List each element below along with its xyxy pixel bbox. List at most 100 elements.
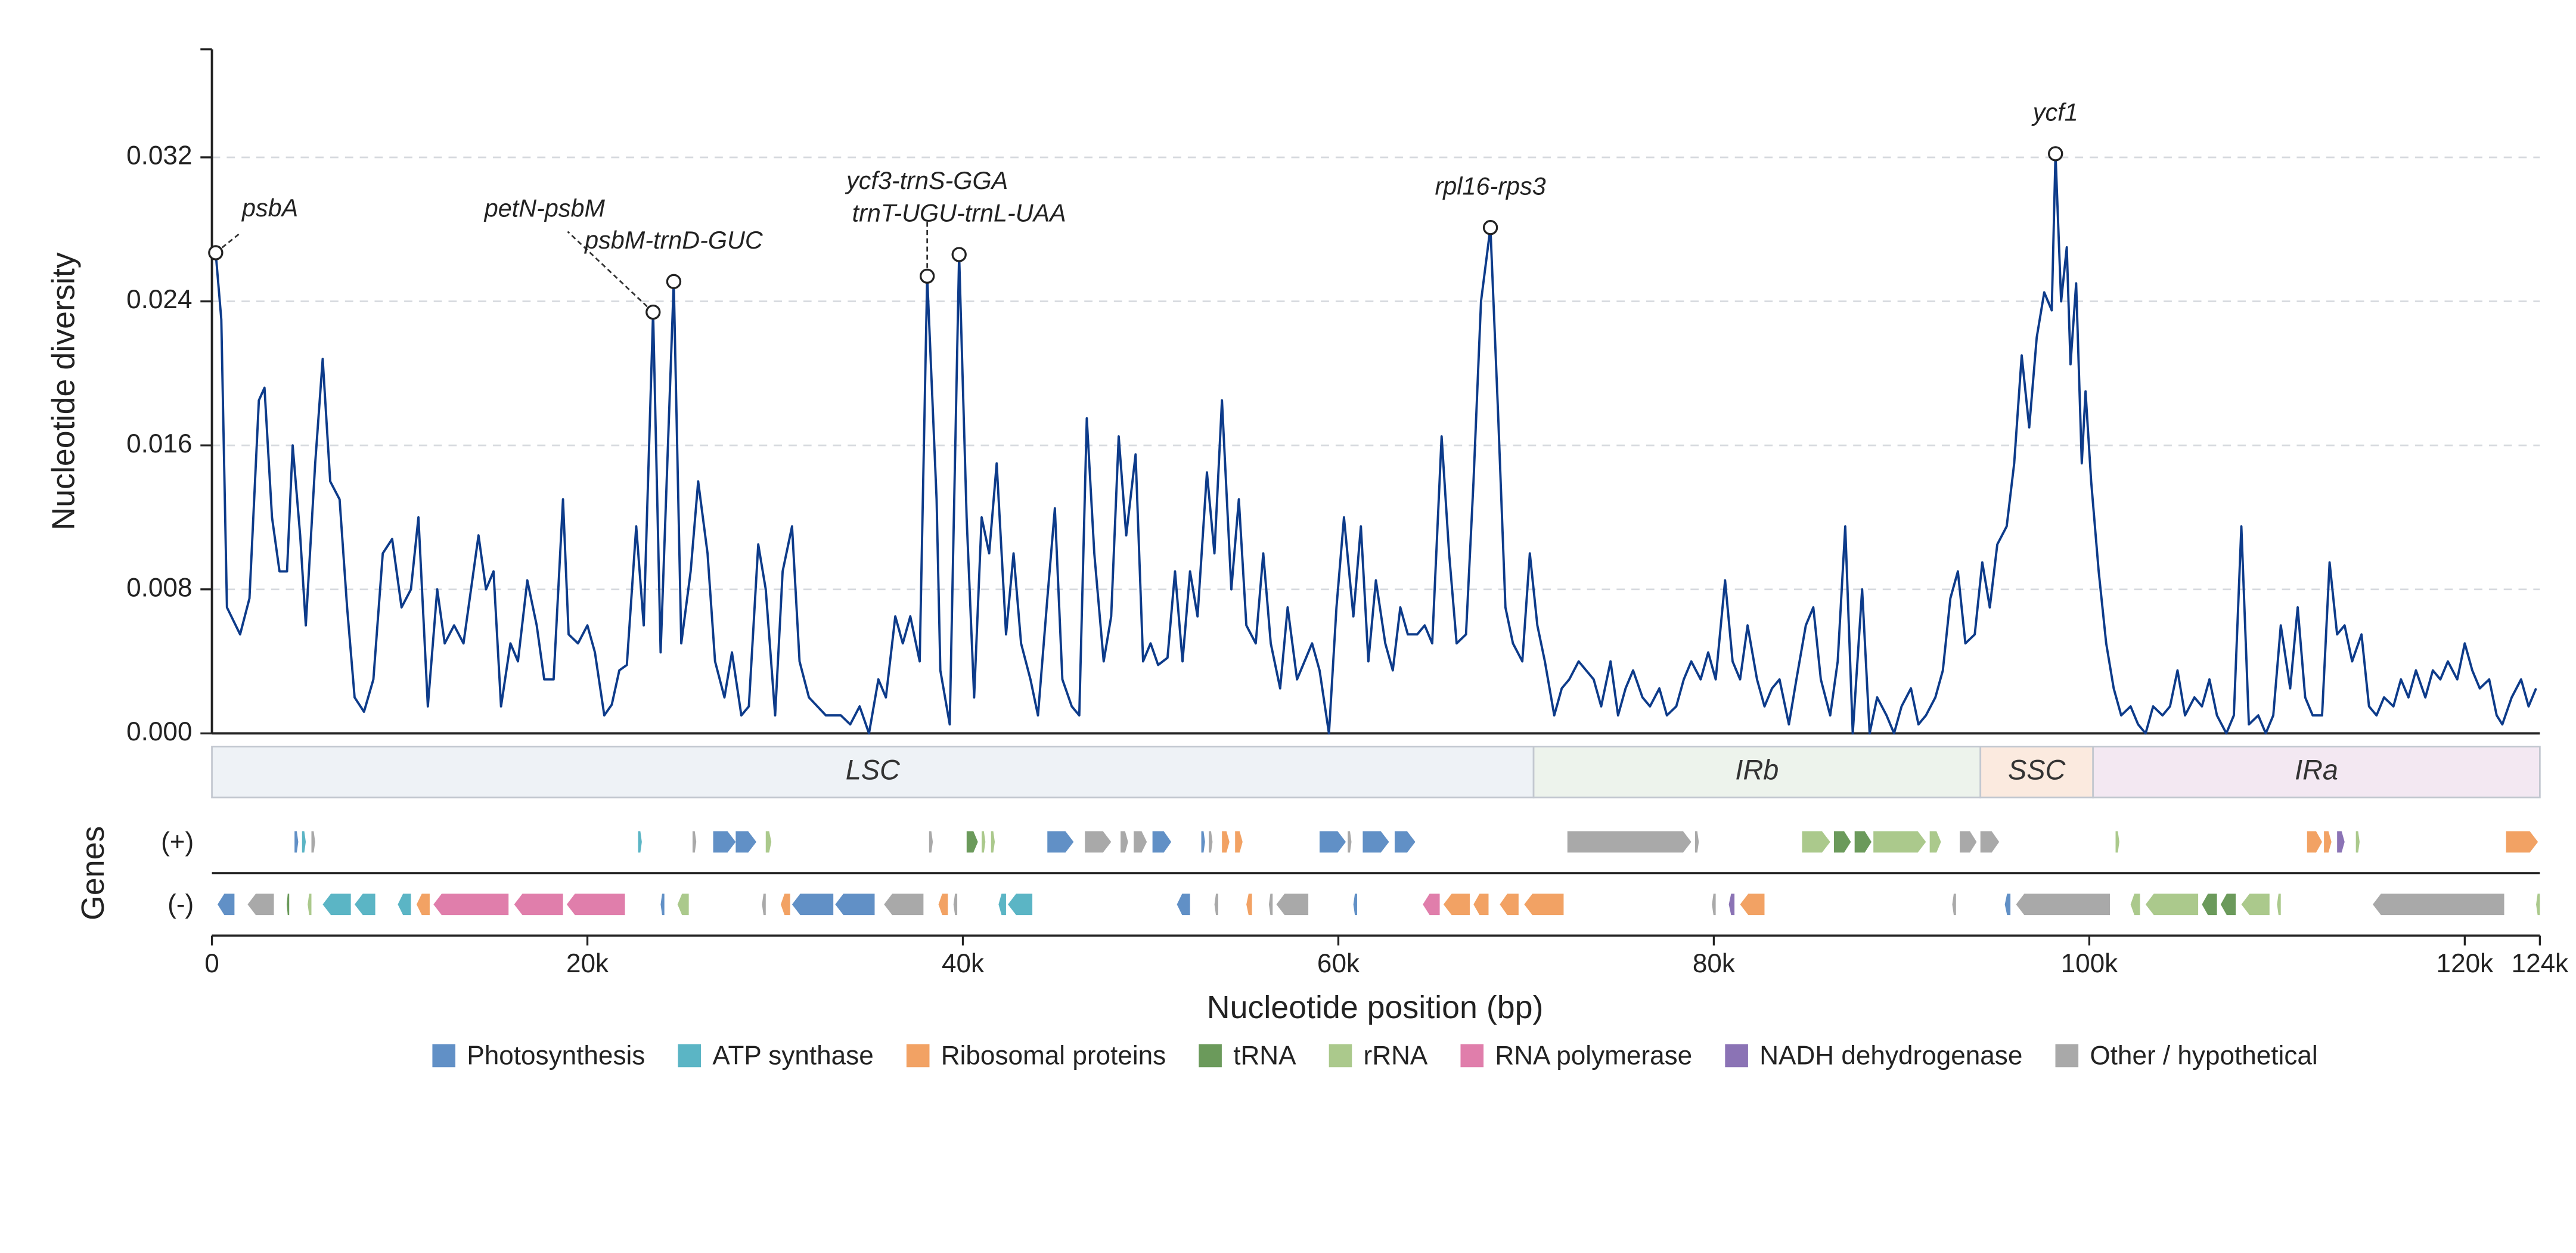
x-tick-label: 80k <box>1693 949 1736 978</box>
gene <box>287 894 290 916</box>
annotation-point <box>645 304 661 320</box>
gene <box>514 894 563 916</box>
gene <box>1222 831 1230 853</box>
region <box>211 745 1535 799</box>
gene <box>1929 831 1941 853</box>
gene <box>792 894 834 916</box>
gene <box>1047 831 1074 853</box>
legend-label: Other / hypothetical <box>2090 1041 2317 1070</box>
gene <box>1201 831 1205 853</box>
gene <box>1952 894 1956 916</box>
gene <box>1524 894 1564 916</box>
legend-label: tRNA <box>1233 1041 1296 1070</box>
y-axis-title: Nucleotide diversity <box>45 252 81 530</box>
annotation-label: psbA <box>241 194 298 222</box>
gene <box>765 831 772 853</box>
gene <box>2277 894 2281 916</box>
y-tick-label: 0.000 <box>126 717 192 746</box>
x-tick-label: 120k <box>2437 949 2494 978</box>
gene <box>2130 894 2140 916</box>
strand-label: (+) <box>161 827 194 857</box>
gene <box>2307 831 2322 853</box>
x-tick-label: 100k <box>2061 949 2119 978</box>
gene <box>1960 831 1977 853</box>
gene <box>1235 831 1243 853</box>
y-tick-label: 0.008 <box>126 573 192 602</box>
gene <box>1694 831 1699 853</box>
gene <box>566 894 625 916</box>
legend-label: rRNA <box>1364 1041 1428 1070</box>
gene <box>2220 894 2236 916</box>
gene <box>835 894 875 916</box>
gene <box>2337 831 2345 853</box>
gene <box>416 894 430 916</box>
annotation-point <box>666 274 682 290</box>
gene <box>1268 894 1273 916</box>
x-axis-title: Nucleotide position (bp) <box>1207 990 1544 1025</box>
gene <box>713 831 736 853</box>
x-tick-label: 0 <box>204 949 219 978</box>
gene <box>308 894 312 916</box>
region-label: LSC <box>846 754 901 785</box>
legend-swatch <box>432 1044 456 1068</box>
gene <box>311 831 315 853</box>
gene <box>1363 831 1389 853</box>
legend-swatch <box>906 1044 930 1068</box>
gene <box>660 894 665 916</box>
gene <box>1854 831 1872 853</box>
gene <box>780 894 790 916</box>
strand-label: (-) <box>167 890 194 919</box>
annotation-label: rpl16-rps3 <box>1435 172 1546 200</box>
gene <box>2115 831 2119 853</box>
gene <box>1728 894 1735 916</box>
annotation-leader <box>215 232 241 254</box>
annotation-label: ycf3-trnS-GGA <box>845 167 1008 194</box>
gene <box>302 831 306 853</box>
gene <box>322 894 351 916</box>
x-tick-label: 40k <box>942 949 985 978</box>
annotation-label: trnT-UGU-trnL-UAA <box>852 200 1066 227</box>
gene <box>1134 831 1147 853</box>
gene <box>1443 894 1470 916</box>
gene <box>218 894 235 916</box>
gene <box>735 831 757 853</box>
gene <box>2202 894 2217 916</box>
track-title: Genes <box>75 826 111 920</box>
gene <box>638 831 642 853</box>
gene <box>938 894 948 916</box>
legend-swatch <box>2055 1044 2079 1068</box>
gene <box>1834 831 1851 853</box>
region <box>1532 745 1982 799</box>
gene <box>1246 894 1252 916</box>
gene <box>1008 894 1033 916</box>
legend-swatch <box>678 1044 702 1068</box>
gene <box>2145 894 2199 916</box>
gene <box>1500 894 1519 916</box>
gene <box>2536 894 2540 916</box>
gene <box>1712 894 1716 916</box>
legend: Photosynthesis ATP synthase Ribosomal prot… <box>432 1041 2318 1070</box>
legend-swatch <box>1460 1044 1484 1068</box>
x-tick-label: 20k <box>566 949 609 978</box>
gene <box>1348 831 1352 853</box>
gene <box>1567 831 1692 853</box>
region-label: IRa <box>2295 754 2338 785</box>
gene <box>1473 894 1489 916</box>
gene <box>991 831 995 853</box>
gene <box>398 894 411 916</box>
gene <box>1177 894 1190 916</box>
gene <box>2241 894 2270 916</box>
gene <box>762 894 766 916</box>
gene <box>294 831 299 853</box>
gene <box>1214 894 1218 916</box>
gene <box>998 894 1006 916</box>
gene <box>966 831 978 853</box>
annotation-point <box>2048 146 2063 162</box>
gene <box>677 894 689 916</box>
gene <box>929 831 933 853</box>
gene <box>2355 831 2360 853</box>
annotation-point <box>919 268 935 284</box>
region-label: SSC <box>2008 754 2066 785</box>
gene <box>953 894 958 916</box>
gene <box>1802 831 1830 853</box>
